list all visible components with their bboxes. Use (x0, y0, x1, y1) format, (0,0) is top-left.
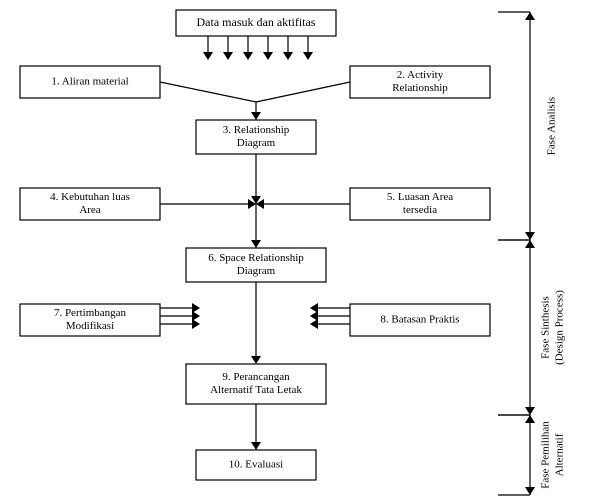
node-n1-label: 1. Aliran material (51, 76, 128, 88)
node-n3-label: 3. Relationship (223, 124, 290, 136)
flowchart: Data masuk dan aktifitas 1. Aliran materi… (0, 0, 589, 500)
node-n6-label: 6. Space Relationship (208, 252, 304, 264)
phase-sublabel-2: Alternatif (554, 433, 566, 476)
node-n7-label: 7. Pertimbangan (54, 307, 127, 319)
node-top-label: Data masuk dan aktifitas (197, 15, 316, 29)
node-n8-label: 8. Batasan Praktis (380, 314, 459, 326)
node-n3-label: Diagram (237, 137, 276, 149)
node-n2-label: Relationship (392, 82, 448, 94)
node-n2-label: 2. Activity (397, 69, 444, 81)
node-n7-label: Modifikasi (66, 320, 114, 332)
node-n9-label: 9. Perancangan (222, 371, 290, 383)
phase-sublabel-1: (Design Process) (554, 290, 566, 365)
node-n6-label: Diagram (237, 265, 276, 277)
phase-label-0: Fase Analisis (546, 97, 558, 155)
phase-label-1: Fase Sinthesis (540, 296, 552, 359)
node-n10-label: 10. Evaluasi (229, 459, 283, 471)
node-n5-label: 5. Luasan Area (387, 191, 453, 203)
node-n4-label: 4. Kebutuhan luas (50, 191, 130, 203)
node-n5-label: tersedia (403, 204, 437, 216)
node-n4-label: Area (79, 204, 100, 216)
node-n9-label: Alternatif Tata Letak (210, 384, 302, 396)
phase-label-2: Fase Pemilihan (540, 421, 552, 489)
